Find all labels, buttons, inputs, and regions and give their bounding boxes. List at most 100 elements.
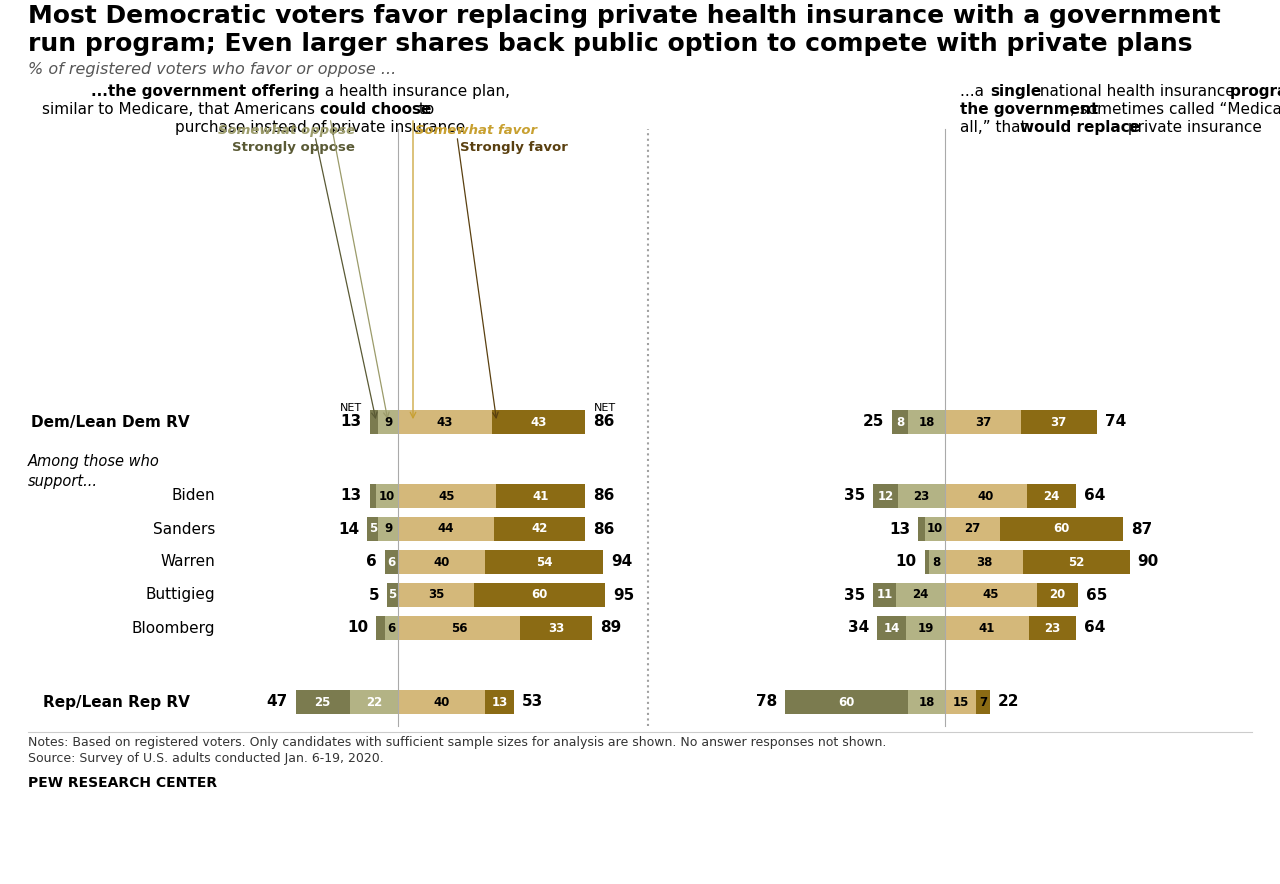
Text: 19: 19 (918, 621, 933, 635)
Bar (379, 410, 398, 434)
Text: % of registered voters who favor or oppose ...: % of registered voters who favor or oppo… (28, 62, 397, 77)
Text: NET: NET (339, 403, 362, 413)
Bar (877, 616, 906, 640)
Bar (873, 583, 896, 607)
Text: 23: 23 (914, 490, 929, 502)
Bar (398, 517, 494, 541)
Bar (945, 690, 975, 714)
Text: 5: 5 (369, 588, 379, 603)
Text: 34: 34 (849, 621, 869, 636)
Bar (945, 517, 1001, 541)
Bar (385, 616, 398, 640)
Text: 64: 64 (1084, 489, 1106, 504)
Text: 43: 43 (530, 415, 547, 429)
Text: Sanders: Sanders (152, 522, 215, 537)
Text: 10: 10 (927, 522, 943, 536)
Text: Most Democratic voters favor replacing private health insurance with a governmen: Most Democratic voters favor replacing p… (28, 4, 1221, 28)
Text: 7: 7 (979, 696, 987, 708)
Bar (945, 583, 1037, 607)
Text: purchase instead of private insurance: purchase instead of private insurance (175, 120, 465, 135)
Text: 13: 13 (890, 522, 910, 537)
Bar (945, 550, 1023, 574)
Bar (296, 690, 349, 714)
Text: Warren: Warren (160, 554, 215, 569)
Text: 14: 14 (338, 522, 360, 537)
Text: Source: Survey of U.S. adults conducted Jan. 6-19, 2020.: Source: Survey of U.S. adults conducted … (28, 752, 384, 765)
Bar (924, 550, 928, 574)
Bar (367, 517, 379, 541)
Text: single: single (989, 84, 1041, 99)
Bar (1029, 616, 1076, 640)
Bar (897, 484, 945, 508)
Text: Notes: Based on registered voters. Only candidates with sufficient sample sizes : Notes: Based on registered voters. Only … (28, 736, 886, 749)
Bar (975, 690, 991, 714)
Text: Buttigieg: Buttigieg (146, 588, 215, 603)
Text: 78: 78 (756, 695, 777, 710)
Bar (497, 484, 585, 508)
Text: ...a: ...a (960, 84, 989, 99)
Text: 60: 60 (531, 589, 548, 601)
Bar (398, 583, 475, 607)
Bar (376, 484, 398, 508)
Text: run program; Even larger shares back public option to compete with private plans: run program; Even larger shares back pub… (28, 32, 1193, 56)
Text: to: to (413, 102, 434, 117)
Bar (520, 616, 593, 640)
Text: 33: 33 (548, 621, 564, 635)
Text: could choose: could choose (320, 102, 431, 117)
Text: 25: 25 (863, 415, 883, 430)
Text: 18: 18 (918, 415, 934, 429)
Text: 6: 6 (366, 554, 376, 569)
Text: 9: 9 (384, 415, 392, 429)
Text: 86: 86 (594, 415, 614, 430)
Text: Biden: Biden (172, 489, 215, 504)
Text: similar to Medicare, that Americans: similar to Medicare, that Americans (42, 102, 320, 117)
Bar (370, 484, 376, 508)
Text: 40: 40 (434, 555, 449, 568)
Text: 6: 6 (388, 555, 396, 568)
Text: 10: 10 (896, 554, 916, 569)
Text: 41: 41 (532, 490, 549, 502)
Text: 35: 35 (844, 588, 865, 603)
Bar (349, 690, 398, 714)
Text: 25: 25 (315, 696, 332, 708)
Bar (485, 550, 603, 574)
Text: 38: 38 (975, 555, 992, 568)
Text: 60: 60 (838, 696, 855, 708)
Text: program run by: program run by (1230, 84, 1280, 99)
Bar (892, 410, 908, 434)
Text: 56: 56 (451, 621, 467, 635)
Text: Among those who
support...: Among those who support... (28, 454, 160, 489)
Text: 24: 24 (913, 589, 928, 601)
Text: Dem/Lean Dem RV: Dem/Lean Dem RV (32, 415, 189, 430)
Text: national health insurance: national health insurance (1036, 84, 1239, 99)
Text: 13: 13 (340, 489, 362, 504)
Text: Strongly oppose: Strongly oppose (232, 141, 355, 154)
Bar (918, 517, 924, 541)
Bar (785, 690, 908, 714)
Text: a health insurance plan,: a health insurance plan, (320, 84, 509, 99)
Bar (398, 690, 485, 714)
Text: 15: 15 (952, 696, 969, 708)
Text: 6: 6 (388, 621, 396, 635)
Bar (906, 616, 945, 640)
Text: 40: 40 (434, 696, 449, 708)
Text: 65: 65 (1087, 588, 1107, 603)
Bar (908, 410, 945, 434)
Text: 74: 74 (1105, 415, 1126, 430)
Text: 11: 11 (877, 589, 892, 601)
Bar (492, 410, 585, 434)
Bar (945, 410, 1021, 434)
Bar (1021, 410, 1097, 434)
Text: 14: 14 (883, 621, 900, 635)
Text: 86: 86 (594, 522, 614, 537)
Text: NET: NET (594, 403, 616, 413)
Bar (945, 616, 1029, 640)
Bar (924, 517, 945, 541)
Text: Strongly favor: Strongly favor (460, 141, 568, 154)
Text: 42: 42 (531, 522, 548, 536)
Text: 8: 8 (933, 555, 941, 568)
Bar (387, 583, 398, 607)
Text: 52: 52 (1068, 555, 1084, 568)
Text: would replace: would replace (1020, 120, 1140, 135)
Text: all,” that: all,” that (960, 120, 1032, 135)
